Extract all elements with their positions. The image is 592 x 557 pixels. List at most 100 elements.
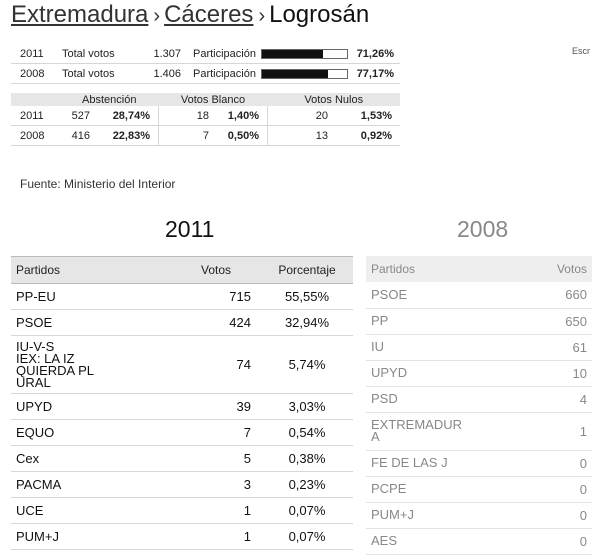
participation-bar-cell bbox=[261, 44, 353, 64]
party-percent: 3,03% bbox=[261, 393, 353, 420]
results-2008-title: 2008 bbox=[457, 216, 509, 242]
party-votes: 74 bbox=[171, 335, 261, 394]
breadcrumb-separator: › bbox=[153, 5, 161, 27]
party-row: UCE 1 0,07% bbox=[11, 497, 353, 524]
results-2011-table: Partidos Votos Porcentaje PP-EU 715 55,55%… bbox=[11, 256, 353, 550]
results-2011-title: 2011 bbox=[165, 216, 215, 242]
null-votes-count: 13 bbox=[267, 125, 328, 146]
party-percent: 0,38% bbox=[261, 445, 353, 472]
abstention-header-row: Abstención Votos Blanco Votos Nulos bbox=[11, 93, 400, 106]
party-name: Cex bbox=[11, 445, 171, 472]
party-row: PP-EU 715 55,55% bbox=[11, 283, 353, 310]
party-votes: 0 bbox=[527, 528, 592, 555]
votes-column-header: Votos bbox=[527, 256, 592, 282]
party-votes: 0 bbox=[527, 502, 592, 529]
breadcrumb-separator: › bbox=[258, 5, 266, 27]
abstention-count: 416 bbox=[60, 125, 90, 146]
party-votes: 3 bbox=[171, 471, 261, 498]
party-name: EXTREMADUR A bbox=[366, 412, 528, 451]
party-name: UPYD bbox=[366, 360, 528, 387]
party-votes: 5 bbox=[171, 445, 261, 472]
votes-column-header: Votos bbox=[171, 256, 261, 284]
null-votes-percent: 1,53% bbox=[328, 106, 400, 126]
party-name: PSOE bbox=[11, 309, 171, 336]
party-votes: 61 bbox=[527, 334, 592, 361]
party-row: PP 650 bbox=[366, 308, 592, 335]
party-name: IU bbox=[366, 334, 528, 361]
percent-column-header: Porcentaje bbox=[261, 256, 353, 284]
party-percent: 32,94% bbox=[261, 309, 353, 336]
party-percent: 5,74% bbox=[261, 335, 353, 394]
party-row: EQUO 7 0,54% bbox=[11, 419, 353, 446]
party-name: PSD bbox=[366, 386, 528, 413]
party-row: IU-V-S IEX: LA IZ QUIERDA PL URAL 74 5,74% bbox=[11, 335, 353, 394]
party-votes: 39 bbox=[171, 393, 261, 420]
participation-label: Participación bbox=[193, 63, 261, 84]
participation-percent: 71,26% bbox=[353, 44, 400, 64]
participation-label: Participación bbox=[193, 44, 261, 64]
total-votes-label: Total votos bbox=[62, 63, 124, 84]
year-label: 2011 bbox=[11, 44, 62, 64]
party-votes: 1 bbox=[171, 523, 261, 550]
blank-votes-percent: 1,40% bbox=[209, 106, 268, 126]
party-name: PUM+J bbox=[11, 523, 171, 550]
turnout-row: 2008 Total votos 1.406 Participación 77,17% bbox=[11, 63, 400, 84]
total-votes-label: Total votos bbox=[62, 44, 124, 64]
total-votes-value: 1.307 bbox=[124, 44, 193, 64]
turnout-summary-table: 2011 Total votos 1.307 Participación 71,26% 2… bbox=[11, 44, 400, 84]
party-name: PACMA bbox=[11, 471, 171, 498]
party-row: PACMA 3 0,23% bbox=[11, 471, 353, 498]
party-name: EQUO bbox=[11, 419, 171, 446]
results-2008-table: Partidos Votos PSOE 660 PP 650 IU 61 UPYD 10 PSD… bbox=[366, 256, 592, 555]
blank-votes-header: Votos Blanco bbox=[158, 93, 268, 106]
results-2011-header-row: Partidos Votos Porcentaje bbox=[11, 256, 353, 284]
breadcrumb: Extremadura › Cáceres › Logrosán bbox=[11, 1, 369, 30]
party-name: PP bbox=[366, 308, 528, 335]
party-row: UPYD 10 bbox=[366, 360, 592, 387]
year-label: 2008 bbox=[11, 125, 60, 146]
party-percent: 0,54% bbox=[261, 419, 353, 446]
blank-votes-count: 18 bbox=[158, 106, 209, 126]
party-row: UPYD 39 3,03% bbox=[11, 393, 353, 420]
null-votes-header: Votos Nulos bbox=[267, 93, 400, 106]
party-votes: 0 bbox=[527, 450, 592, 477]
party-column-header: Partidos bbox=[366, 256, 528, 282]
party-row: PSD 4 bbox=[366, 386, 592, 413]
party-name: PUM+J bbox=[366, 502, 528, 529]
party-percent: 55,55% bbox=[261, 283, 353, 310]
breadcrumb-link-region[interactable]: Extremadura bbox=[11, 1, 149, 28]
participation-bar bbox=[261, 48, 348, 59]
party-percent: 0,23% bbox=[261, 471, 353, 498]
participation-bar-fill bbox=[262, 49, 323, 58]
abstention-row: 2011 527 28,74% 18 1,40% 20 1,53% bbox=[11, 106, 400, 126]
participation-bar-cell bbox=[261, 63, 353, 84]
abstention-count: 527 bbox=[60, 106, 90, 126]
party-name: AES bbox=[366, 528, 528, 555]
party-name: IU-V-S IEX: LA IZ QUIERDA PL URAL bbox=[11, 335, 171, 394]
party-votes: 0 bbox=[527, 476, 592, 503]
party-votes: 650 bbox=[527, 308, 592, 335]
breadcrumb-link-province[interactable]: Cáceres bbox=[164, 1, 254, 28]
year-label: 2011 bbox=[11, 106, 60, 126]
null-votes-count: 20 bbox=[267, 106, 328, 126]
party-name: UCE bbox=[11, 497, 171, 524]
abstention-row: 2008 416 22,83% 7 0,50% 13 0,92% bbox=[11, 125, 400, 146]
abstention-percent: 22,83% bbox=[90, 125, 159, 146]
party-votes: 4 bbox=[527, 386, 592, 413]
party-row: IU 61 bbox=[366, 334, 592, 361]
blank-votes-percent: 0,50% bbox=[209, 125, 268, 146]
party-row: PUM+J 1 0,07% bbox=[11, 523, 353, 550]
party-row: AES 0 bbox=[366, 528, 592, 555]
party-votes: 1 bbox=[527, 412, 592, 451]
party-name: PSOE bbox=[366, 282, 528, 309]
party-row: Cex 5 0,38% bbox=[11, 445, 353, 472]
party-row: PSOE 660 bbox=[366, 282, 592, 309]
abstention-header: Abstención bbox=[60, 93, 159, 106]
party-votes: 715 bbox=[171, 283, 261, 310]
truncated-text: Escr bbox=[572, 46, 590, 56]
year-label: 2008 bbox=[11, 63, 62, 84]
party-votes: 424 bbox=[171, 309, 261, 336]
party-percent: 0,07% bbox=[261, 497, 353, 524]
